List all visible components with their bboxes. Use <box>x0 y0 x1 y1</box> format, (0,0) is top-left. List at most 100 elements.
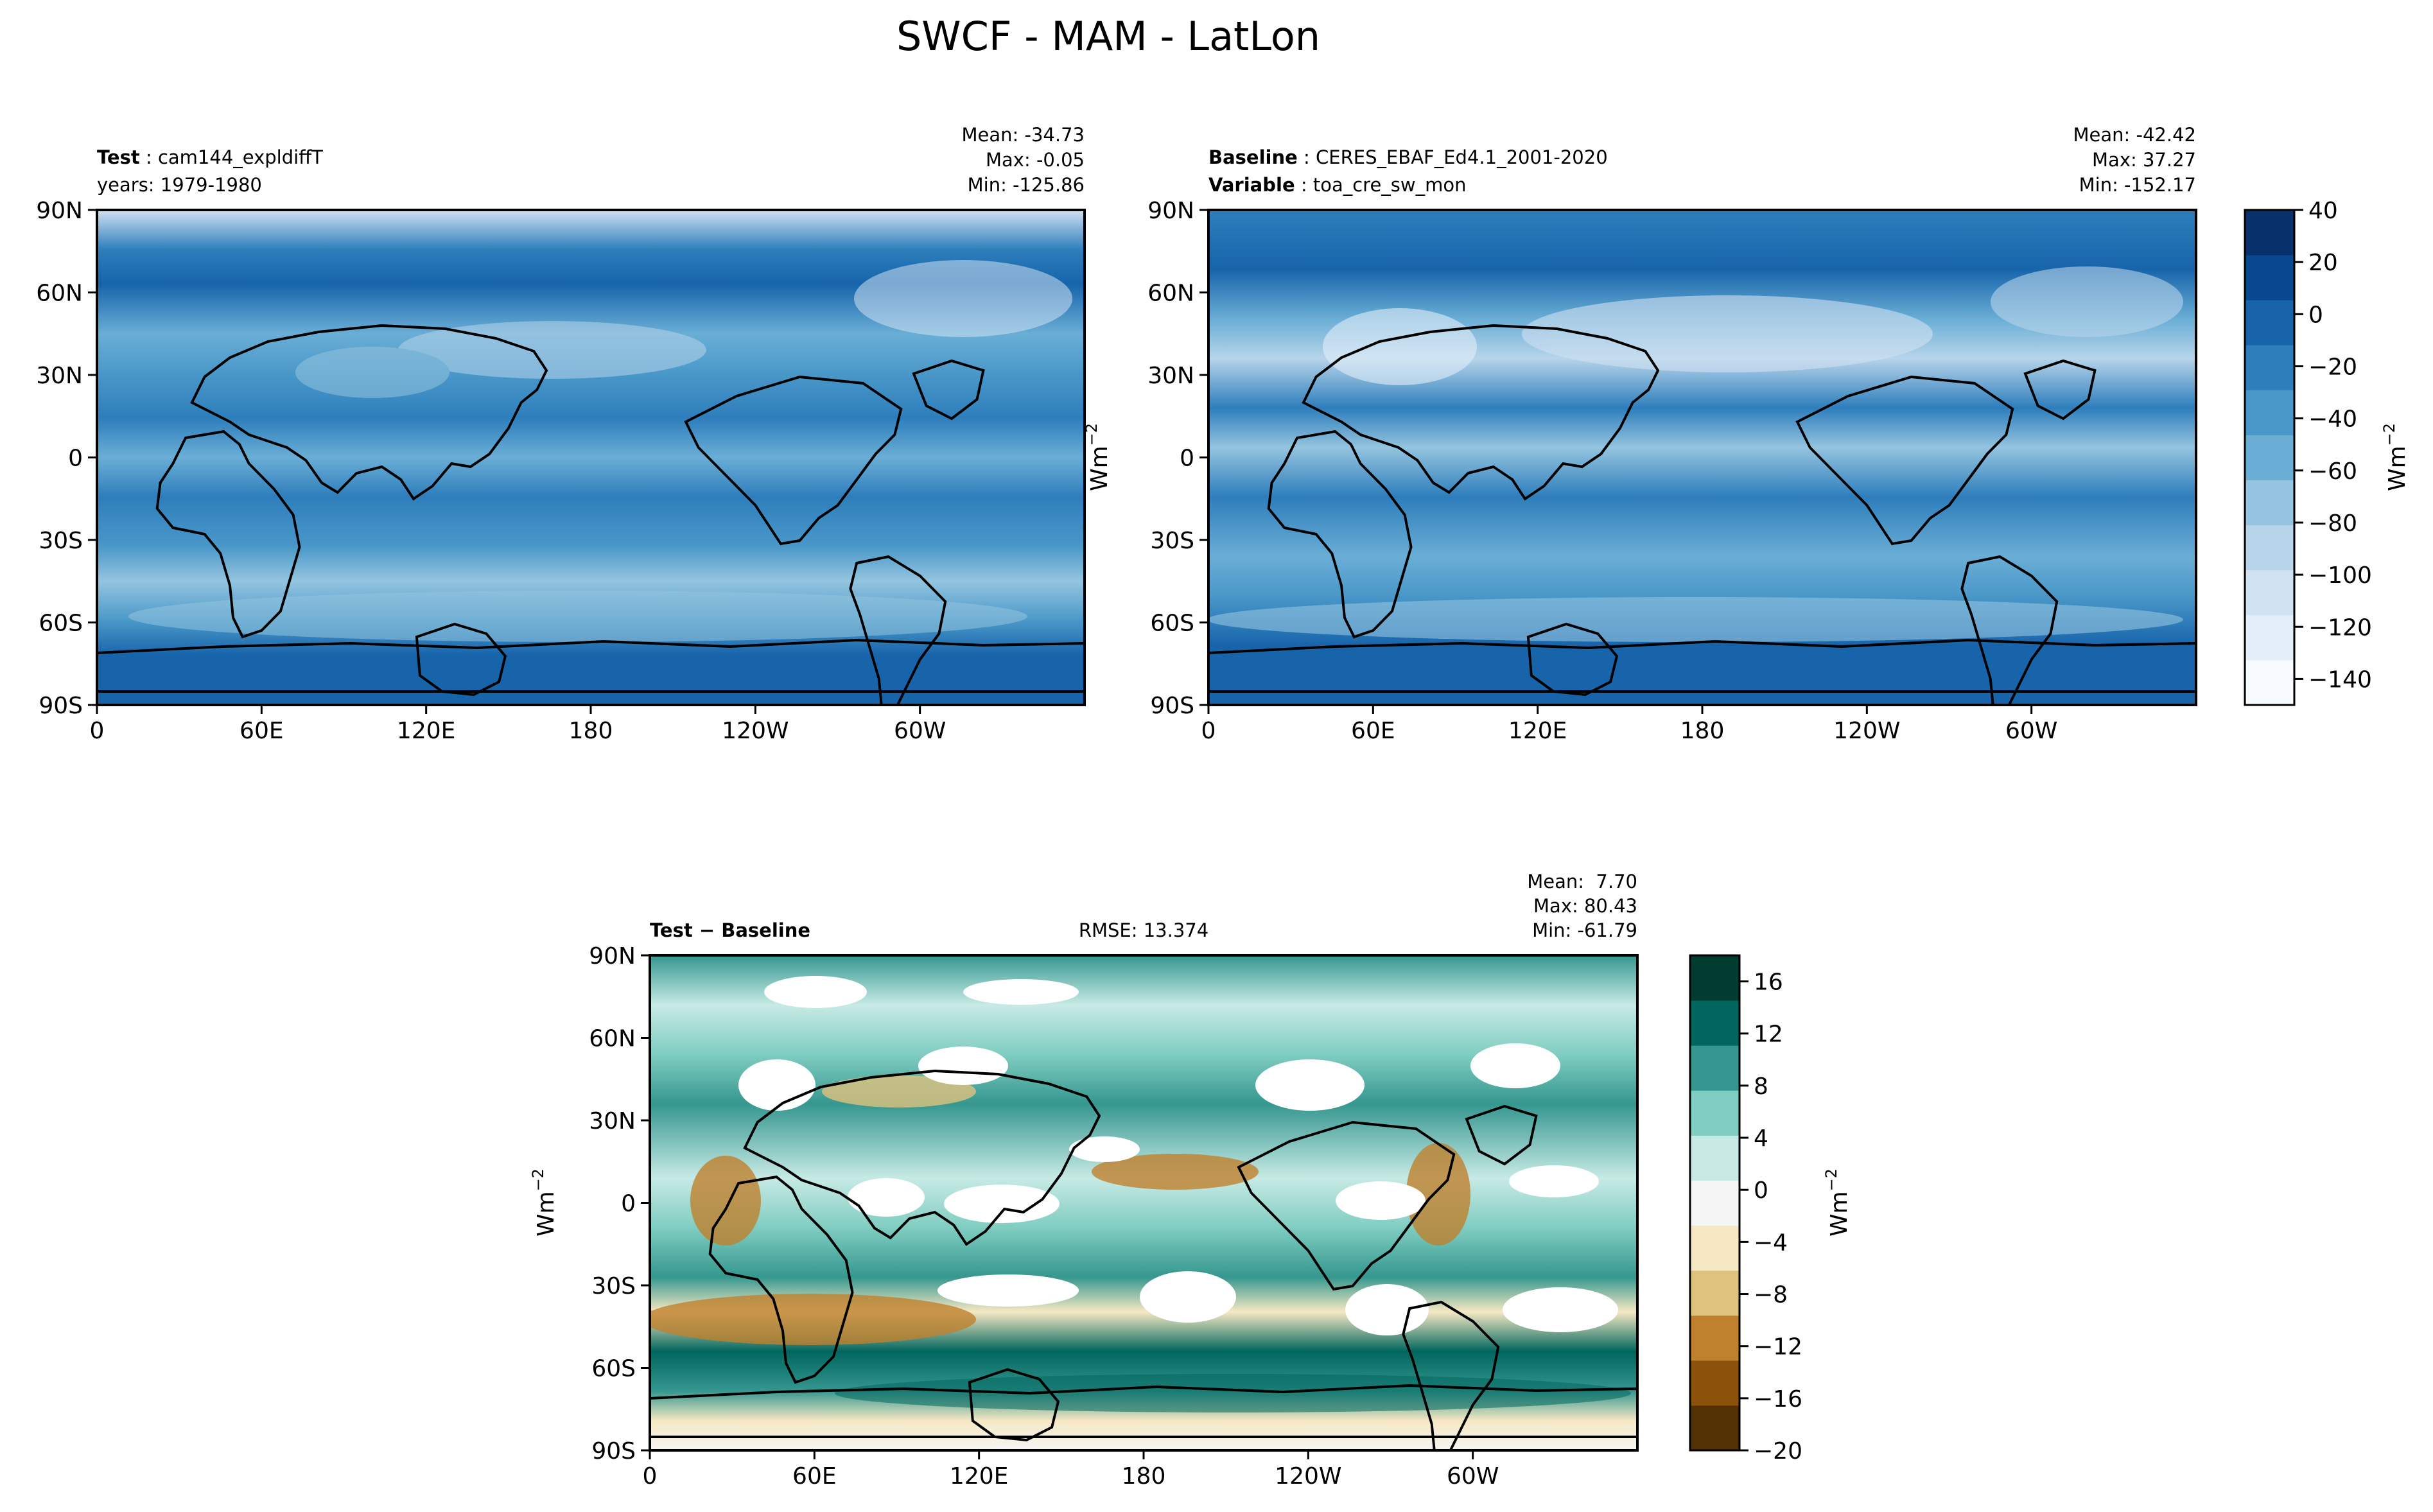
panel-baseline: Baseline : CERES_EBAF_Ed4.1_2001-2020 Va… <box>1083 124 2197 744</box>
panel-test: Test : cam144_expldiffT years: 1979-1980… <box>36 124 1086 744</box>
swcf-colorbar-tick-label: 20 <box>2308 250 2338 276</box>
test-ytick-label: 90S <box>39 693 83 719</box>
test-xtick-label: 120W <box>722 718 789 744</box>
test-ytick-label: 60N <box>36 281 83 307</box>
diff-colorbar-tick-label: −16 <box>1754 1386 1802 1412</box>
test-header-line-1: Test : cam144_expldiffT <box>97 146 323 168</box>
diff-xtick-label: 120W <box>1275 1463 1341 1490</box>
swcf-colorbar-level <box>2245 345 2294 390</box>
swcf-colorbar-label: Wm−2 <box>2380 423 2411 491</box>
diff-colorbar-level <box>1690 1360 1740 1406</box>
diff-colorbar-level <box>1690 1045 1740 1091</box>
baseline-header-sep: : <box>1298 146 1316 168</box>
diff-colorbar-tick-label: −4 <box>1754 1230 1788 1256</box>
baseline-stat-mean: Mean: -42.42 <box>2073 124 2197 146</box>
baseline-stat-min: Min: -152.17 <box>2079 174 2196 196</box>
swcf-colorbar-level <box>2245 614 2294 661</box>
swcf-colorbar-level <box>2245 300 2294 345</box>
swcf-colorbar-level <box>2245 659 2294 706</box>
baseline-axes: 0 60E 120E 180 120W 60W 90N 60N 30N 0 30S 60S 90S <box>1147 198 2057 744</box>
baseline-header-bold: Baseline <box>1208 146 1298 168</box>
diff-colorbar-tick-label: −8 <box>1754 1282 1788 1308</box>
diff-xtick-label: 60W <box>1447 1463 1499 1490</box>
test-xtick-label: 180 <box>569 718 613 744</box>
swcf-colorbar-level <box>2245 435 2294 481</box>
diff-header-bold: Test − Baseline <box>650 919 810 941</box>
baseline-variable-sep: : <box>1295 174 1313 196</box>
swcf-colorbar-levels <box>2245 210 2294 706</box>
diff-colorbar-tick-label: 16 <box>1754 969 1783 996</box>
baseline-y-unit-sup: −2 <box>1083 423 1101 446</box>
baseline-stat-max: Max: 37.27 <box>2092 149 2196 171</box>
test-map-bands <box>128 260 1072 642</box>
baseline-ytick-label: 60N <box>1147 281 1194 307</box>
swcf-colorbar: 40 20 0 −20 −40 −60 −80 −100 −120 −140 Wm−2 <box>2244 198 2411 706</box>
test-stat-max: Max: -0.05 <box>986 149 1085 171</box>
baseline-y-unit-main: Wm <box>1086 446 1113 491</box>
diff-stat-max: Max: 80.43 <box>1533 895 1637 917</box>
diff-colorbar-tick-label: 8 <box>1754 1073 1768 1100</box>
swcf-colorbar-tick-label: 40 <box>2308 198 2338 224</box>
diff-colorbar-level <box>1690 1090 1740 1136</box>
diff-colorbar-label-main: Wm <box>1826 1191 1853 1237</box>
test-xtick-label: 60W <box>894 718 946 744</box>
diff-colorbar-frame <box>1689 954 1741 1452</box>
test-stat-mean: Mean: -34.73 <box>962 124 1085 146</box>
baseline-ytick-label: 0 <box>1180 446 1194 472</box>
baseline-ytick-label: 60S <box>1150 611 1194 637</box>
diff-colorbar-level <box>1690 1180 1740 1226</box>
swcf-colorbar-tick-label: −100 <box>2308 562 2372 589</box>
diff-colorbar-level <box>1690 1135 1740 1181</box>
test-header-name: cam144_expldiffT <box>158 146 323 168</box>
test-xtick-label: 60E <box>240 718 284 744</box>
baseline-ytick-label: 90N <box>1147 198 1194 224</box>
diff-colorbar-tick-label: 4 <box>1754 1125 1768 1152</box>
diff-colorbar-levels <box>1690 955 1740 1451</box>
diff-colorbar-tick-label: 12 <box>1754 1021 1783 1048</box>
diff-colorbar-label: Wm−2 <box>1822 1169 1853 1237</box>
diff-stat-min: Min: -61.79 <box>1532 919 1637 941</box>
test-ytick-label: 0 <box>68 446 83 472</box>
diff-colorbar-tick-label: 0 <box>1754 1177 1768 1204</box>
diff-colorbar-ticks: 16 12 8 4 0 −4 −8 −12 −16 −20 <box>1740 969 1802 1464</box>
test-axes: 0 60E 120E 180 120W 60W 90N 60N 30N 0 30S 60S 90S <box>36 198 946 744</box>
swcf-colorbar-level <box>2245 210 2294 256</box>
diff-colorbar-level <box>1690 1315 1740 1361</box>
baseline-xtick-label: 60E <box>1351 718 1395 744</box>
test-ytick-label: 30N <box>36 363 83 389</box>
swcf-colorbar-label-sup: −2 <box>2380 423 2398 446</box>
baseline-header-line-2: Variable : toa_cre_sw_mon <box>1208 174 1466 196</box>
swcf-colorbar-tick-label: −80 <box>2308 510 2357 537</box>
diff-colorbar-tick-label: −20 <box>1754 1438 1802 1464</box>
diff-stat-mean: Mean: 7.70 <box>1527 871 1637 892</box>
baseline-xtick-label: 0 <box>1201 718 1216 744</box>
swcf-colorbar-tick-label: −40 <box>2308 406 2357 433</box>
test-ytick-label: 60S <box>39 611 83 637</box>
test-header-line-2: years: 1979-1980 <box>97 174 262 196</box>
diff-colorbar-level <box>1690 1000 1740 1046</box>
diff-map-anomalies <box>650 1075 1631 1412</box>
baseline-variable-name: toa_cre_sw_mon <box>1313 174 1467 196</box>
test-ytick-label: 90N <box>36 198 83 224</box>
diff-y-unit: Wm−2 <box>529 1169 559 1237</box>
swcf-colorbar-level <box>2245 390 2294 435</box>
diff-xtick-label: 120E <box>950 1463 1008 1490</box>
baseline-header-line-1: Baseline : CERES_EBAF_Ed4.1_2001-2020 <box>1208 146 1608 168</box>
swcf-colorbar-level <box>2245 255 2294 300</box>
baseline-xtick-label: 120W <box>1833 718 1900 744</box>
diff-xtick-label: 180 <box>1122 1463 1166 1490</box>
diff-xtick-label: 60E <box>792 1463 837 1490</box>
test-header-sep: : <box>140 146 158 168</box>
diff-ytick-label: 30N <box>589 1108 636 1134</box>
diff-colorbar-level <box>1690 1270 1740 1316</box>
test-stat-min: Min: -125.86 <box>968 174 1085 196</box>
baseline-y-unit: Wm−2 <box>1083 423 1113 491</box>
swcf-colorbar-level <box>2245 525 2294 571</box>
baseline-xtick-label: 60W <box>2005 718 2057 744</box>
baseline-ytick-label: 30N <box>1147 363 1194 389</box>
baseline-xtick-label: 180 <box>1680 718 1725 744</box>
diff-ytick-label: 90N <box>589 943 636 969</box>
test-ytick-label: 30S <box>39 528 83 554</box>
swcf-colorbar-tick-label: −140 <box>2308 666 2372 693</box>
